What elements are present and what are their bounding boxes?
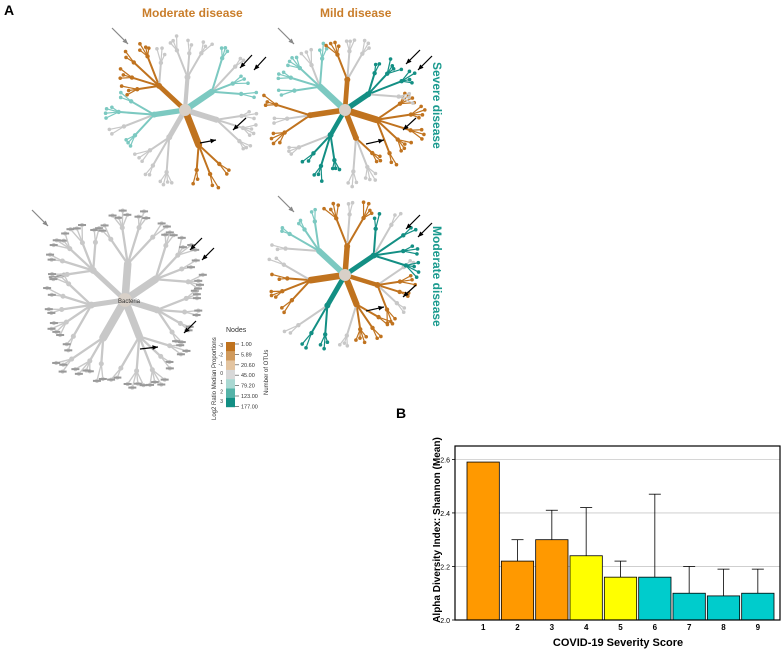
bar (672, 592, 706, 621)
legend-color-swatch (226, 342, 235, 352)
bar (466, 461, 500, 621)
plot-frame (454, 445, 781, 621)
bar (706, 595, 741, 621)
tree-center-label: Bacteria (118, 299, 141, 305)
chart-ylabel: Alpha Diversity Index: Shannon (Mean) (432, 437, 443, 623)
legend-color-tick: -2 (219, 352, 224, 358)
legend-color-tick: 3 (220, 399, 223, 405)
heat-tree (43, 208, 207, 390)
x-tick-label: 6 (653, 623, 658, 632)
heat-tree (267, 200, 421, 351)
legend-color-swatch (226, 360, 235, 370)
y-tick-label: 2.6 (440, 457, 450, 464)
x-tick-label: 3 (550, 623, 555, 632)
legend-otu-tick: 79.20 (241, 384, 255, 390)
x-tick-label: 8 (721, 623, 726, 632)
x-tick-label: 5 (618, 623, 623, 632)
bar (638, 576, 672, 621)
panel-a-label: A (4, 2, 15, 18)
row1-title: Severe disease (430, 62, 444, 149)
legend-color-swatch (226, 379, 235, 389)
legend-left-axis-label: Log2 Ratio Median Proportions (212, 337, 218, 420)
legend-title: Nodes (226, 327, 247, 334)
legend-color-swatch (226, 388, 235, 398)
legend-color-tick: 0 (220, 371, 223, 377)
legend-color-tick: 1 (220, 380, 223, 386)
y-tick-label: 2.4 (440, 511, 450, 518)
bar (569, 555, 603, 621)
x-tick-label: 9 (756, 623, 761, 632)
legend-color-tick: -1 (219, 362, 224, 368)
row2-title: Moderate disease (430, 226, 444, 327)
chart-xlabel: COVID-19 Severity Score (553, 637, 683, 649)
y-tick-label: 2.0 (440, 618, 450, 625)
legend-color-swatch (226, 351, 235, 361)
legend-color-tick: -3 (219, 343, 224, 349)
x-tick-label: 7 (687, 623, 692, 632)
heat-tree (262, 38, 427, 189)
bar (741, 592, 775, 621)
legend-color-swatch (226, 397, 235, 408)
legend-otu-tick: 45.00 (241, 373, 255, 379)
bar (535, 539, 569, 621)
legend-otu-tick: 20.60 (241, 363, 255, 369)
legend-color-tick: 2 (220, 390, 223, 396)
col2-title: Mild disease (320, 6, 392, 20)
legend-otu-tick: 1.00 (241, 342, 252, 348)
bar (603, 576, 638, 621)
heat-tree (103, 34, 259, 190)
legend-right-axis-label: Number of OTUs (264, 350, 270, 395)
legend-otu-tick: 177.00 (241, 404, 258, 410)
legend-color-swatch (226, 369, 235, 380)
bar (500, 560, 535, 621)
y-tick-label: 2.2 (440, 564, 450, 571)
x-tick-label: 1 (481, 623, 486, 632)
x-tick-label: 2 (515, 623, 520, 632)
col1-title: Moderate disease (142, 6, 243, 20)
legend-otu-tick: 5.89 (241, 352, 252, 358)
legend-otu-tick: 123.00 (241, 394, 258, 400)
panel-b-label: B (396, 405, 407, 421)
x-tick-label: 4 (584, 623, 589, 632)
